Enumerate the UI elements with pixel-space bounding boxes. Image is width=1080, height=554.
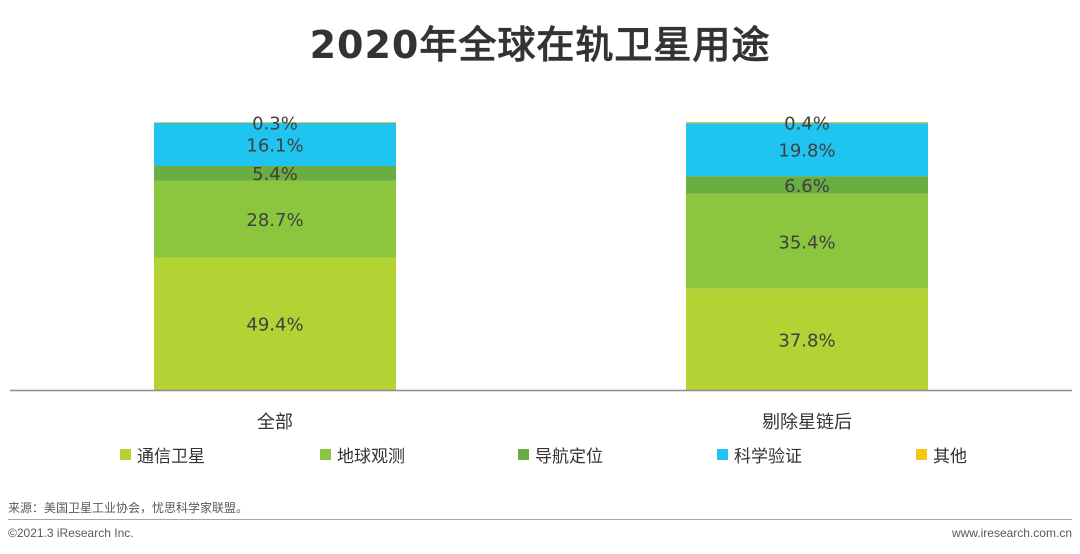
legend-swatch <box>320 449 331 460</box>
legend-item: 通信卫星 <box>120 442 205 467</box>
bar-segment-0-3 <box>154 122 396 166</box>
data-label-1-3: 19.8% <box>778 141 835 162</box>
stacked-bar-chart: 49.4% 28.7% 5.4% 16.1%0.3% 全部 37.8% 35.4% 6.6% 1… <box>10 113 1072 433</box>
bar-segment-1-2 <box>686 176 928 194</box>
data-label-1-4: 0.4% <box>784 114 830 135</box>
legend-item: 导航定位 <box>518 442 603 467</box>
bar-segment-1-0 <box>686 288 928 390</box>
bar-segment-0-4 <box>154 122 396 123</box>
legend-item: 地球观测 <box>320 442 405 467</box>
legend-label: 地球观测 <box>337 447 405 467</box>
bar-segment-0-0 <box>154 257 396 390</box>
source-note: 来源：美国卫星工业协会，忧思科学家联盟。 <box>8 501 249 515</box>
data-label-0-3: 16.1% <box>246 135 303 156</box>
legend-item: 科学验证 <box>717 442 802 467</box>
legend-label: 导航定位 <box>535 447 603 467</box>
legend-swatch <box>717 449 728 460</box>
category-label-0: 全部 <box>257 412 293 433</box>
legend-label: 通信卫星 <box>137 447 205 467</box>
category-label-1: 剔除星链后 <box>762 412 852 433</box>
data-label-0-4: 0.3% <box>252 113 298 134</box>
chart-title: 2020年全球在轨卫星用途 <box>309 23 771 67</box>
data-label-0-2: 5.4% <box>252 164 298 185</box>
footer-divider <box>8 519 1072 520</box>
data-label-0-1: 28.7% <box>246 210 303 231</box>
legend-swatch <box>518 449 529 460</box>
copyright-text: ©2021.3 iResearch Inc. <box>8 526 134 540</box>
data-label-0-0: 49.4% <box>246 315 303 336</box>
data-label-1-0: 37.8% <box>778 330 835 351</box>
bar-segment-1-4 <box>686 122 928 124</box>
chart-legend: 通信卫星 地球观测 导航定位 科学验证 其他 <box>0 442 1080 467</box>
website-text: www.iresearch.com.cn <box>951 526 1072 540</box>
bar-segment-1-1 <box>686 193 928 289</box>
data-label-1-2: 6.6% <box>784 176 830 197</box>
bar-segment-1-3 <box>686 123 928 177</box>
legend-swatch <box>916 449 927 460</box>
legend-label: 科学验证 <box>734 447 802 467</box>
legend-swatch <box>120 449 131 460</box>
bar-segment-0-1 <box>154 180 396 258</box>
legend-label: 其他 <box>933 447 967 467</box>
legend-item: 其他 <box>916 442 967 467</box>
data-label-1-1: 35.4% <box>778 232 835 253</box>
bar-segment-0-2 <box>154 165 396 181</box>
